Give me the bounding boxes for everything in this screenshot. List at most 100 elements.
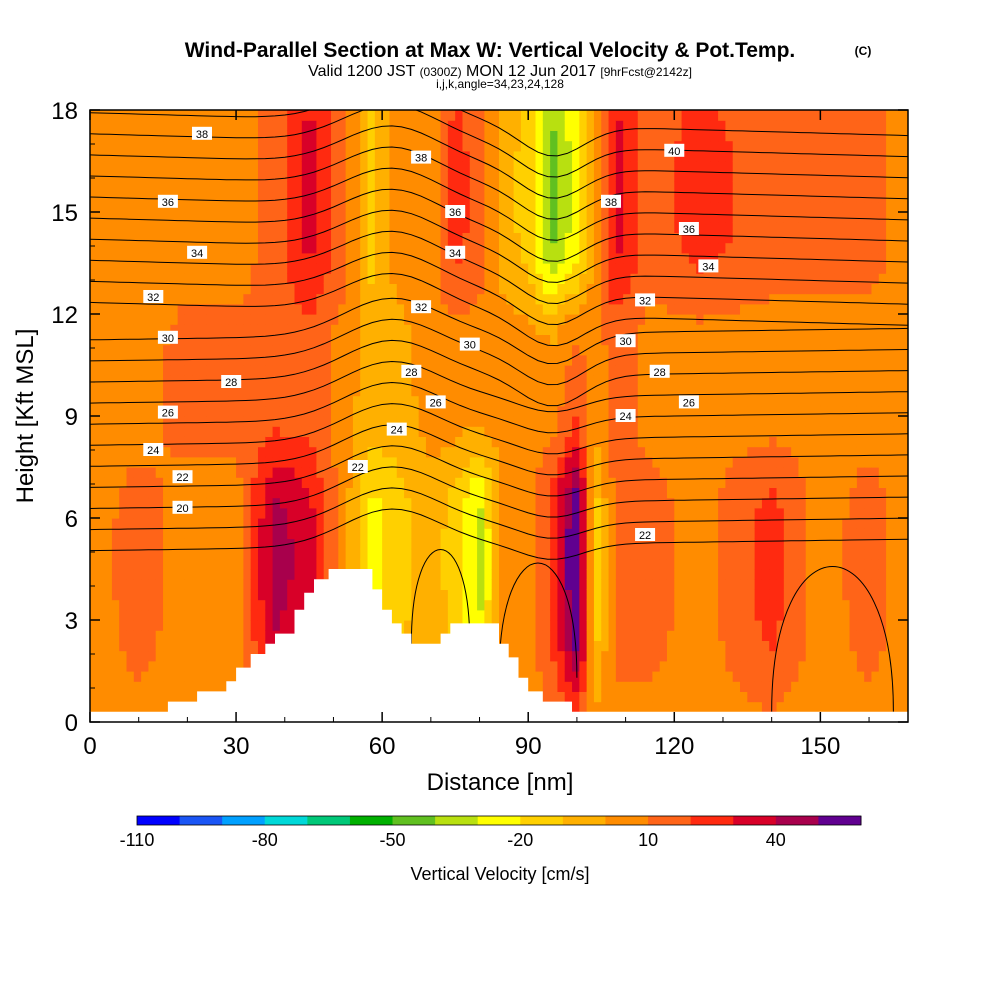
heatmap-cell: [257, 252, 266, 264]
heatmap-cell: [111, 650, 120, 662]
heatmap-cell: [579, 140, 588, 152]
heatmap-cell: [133, 660, 142, 672]
heatmap-cell: [192, 191, 201, 203]
heatmap-cell: [199, 558, 208, 570]
heatmap-cell: [440, 548, 449, 560]
heatmap-cell: [250, 467, 259, 478]
heatmap-cell: [593, 701, 602, 713]
heatmap-cell: [250, 518, 259, 529]
heatmap-cell: [184, 609, 193, 621]
heatmap-cell: [396, 467, 405, 478]
heatmap-cell: [652, 161, 661, 172]
heatmap-cell: [608, 538, 617, 550]
heatmap-cell: [338, 120, 347, 131]
heatmap-cell: [221, 334, 230, 346]
heatmap-cell: [659, 375, 668, 386]
heatmap-cell: [433, 548, 442, 560]
heatmap-cell: [462, 201, 471, 213]
heatmap-cell: [557, 630, 566, 641]
heatmap-cell: [586, 467, 595, 478]
heatmap-cell: [425, 171, 434, 182]
heatmap-cell: [506, 120, 515, 131]
heatmap-cell: [272, 120, 281, 131]
heatmap-cell: [352, 222, 361, 233]
heatmap-cell: [323, 263, 332, 274]
heatmap-cell: [593, 405, 602, 417]
heatmap-cell: [287, 171, 296, 182]
heatmap-cell: [666, 273, 675, 284]
heatmap-cell: [111, 140, 120, 152]
heatmap-cell: [155, 436, 164, 448]
heatmap-cell: [696, 650, 705, 662]
heatmap-cell: [455, 334, 464, 346]
heatmap-cell: [148, 212, 157, 223]
heatmap-cell: [111, 528, 120, 539]
chart-indices-line: i,j,k,angle=34,23,24,128: [436, 77, 564, 91]
heatmap-cell: [674, 620, 683, 631]
heatmap-cell: [462, 252, 471, 264]
heatmap-cell: [499, 548, 507, 560]
heatmap-cell: [535, 150, 544, 162]
heatmap-cell: [681, 599, 690, 611]
heatmap-cell: [90, 405, 98, 417]
heatmap-cell: [360, 497, 369, 509]
heatmap-cell: [572, 181, 580, 193]
heatmap-cell: [294, 222, 303, 233]
heatmap-cell: [645, 222, 653, 233]
heatmap-cell: [455, 467, 464, 478]
heatmap-cell: [214, 630, 223, 641]
heatmap-cell: [133, 701, 142, 713]
heatmap-cell: [323, 538, 332, 550]
heatmap-cell: [542, 181, 551, 193]
heatmap-cell: [425, 242, 434, 254]
heatmap-cell: [520, 660, 529, 672]
heatmap-cell: [236, 171, 244, 182]
heatmap-cell: [520, 171, 529, 182]
heatmap-cell: [425, 558, 434, 570]
heatmap-cell: [170, 212, 179, 223]
heatmap-cell: [674, 314, 683, 325]
heatmap-cell: [645, 660, 653, 672]
heatmap-cell: [382, 569, 391, 580]
heatmap-cell: [148, 671, 157, 682]
heatmap-cell: [418, 293, 427, 305]
heatmap-cell: [236, 283, 244, 295]
heatmap-cell: [572, 303, 580, 315]
heatmap-cell: [367, 293, 376, 305]
heatmap-cell: [645, 344, 653, 356]
heatmap-cell: [287, 456, 296, 468]
heatmap-cell: [674, 487, 683, 499]
heatmap-cell: [484, 446, 493, 458]
heatmap-cell: [447, 283, 456, 295]
heatmap-cell: [637, 273, 646, 284]
heatmap-cell: [206, 242, 215, 254]
heatmap-cell: [199, 630, 208, 641]
heatmap-cell: [104, 385, 113, 397]
heatmap-cell: [630, 212, 639, 223]
heatmap-cell: [243, 456, 252, 468]
heatmap-cell: [637, 283, 646, 295]
heatmap-cell: [228, 548, 237, 560]
heatmap-cell: [601, 314, 610, 325]
heatmap-cell: [133, 385, 142, 397]
heatmap-cell: [119, 283, 128, 295]
heatmap-cell: [572, 365, 580, 376]
heatmap-cell: [593, 538, 602, 550]
heatmap-cell: [250, 375, 259, 386]
heatmap-cell: [133, 242, 142, 254]
heatmap-cell: [557, 365, 566, 376]
heatmap-cell: [396, 609, 405, 621]
heatmap-cell: [447, 487, 456, 499]
heatmap-cell: [294, 538, 303, 550]
heatmap-cell: [170, 365, 179, 376]
heatmap-cell: [447, 426, 456, 437]
heatmap-cell: [681, 242, 690, 254]
heatmap-cell: [652, 487, 661, 499]
heatmap-cell: [484, 344, 493, 356]
heatmap-cell: [301, 426, 310, 437]
heatmap-cell: [601, 507, 610, 519]
heatmap-cell: [170, 579, 179, 590]
heatmap-cell: [374, 436, 383, 448]
heatmap-cell: [199, 671, 208, 682]
heatmap-cell: [243, 130, 252, 142]
